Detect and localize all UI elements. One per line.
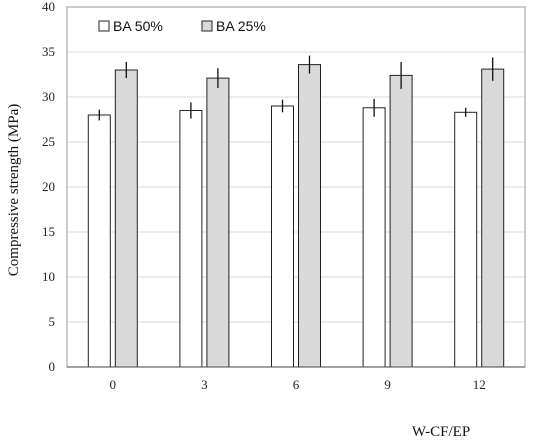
y-tick-label: 35 <box>42 44 55 59</box>
y-tick-label: 5 <box>49 314 56 329</box>
x-tick-label: 12 <box>473 377 486 392</box>
y-axis-label: Compressive strength (MPa) <box>6 104 22 276</box>
bar-ba25 <box>481 68 505 368</box>
y-tick-label: 15 <box>42 224 55 239</box>
bar-ba25 <box>114 69 138 368</box>
bar-ba50 <box>271 105 294 368</box>
legend-swatch <box>201 20 213 32</box>
bar-ba50 <box>179 110 203 368</box>
bar-ba25 <box>206 77 230 368</box>
y-tick-label: 30 <box>42 89 55 104</box>
legend-swatch <box>98 20 110 32</box>
x-tick-label: 9 <box>384 377 391 392</box>
legend-label: BA 25% <box>216 18 266 34</box>
y-tick-label: 40 <box>42 0 55 14</box>
x-tick-label: 6 <box>293 377 300 392</box>
legend-label: BA 50% <box>113 18 163 34</box>
y-tick-label: 20 <box>42 179 55 194</box>
bar-ba25 <box>298 64 321 368</box>
y-tick-label: 10 <box>42 269 55 284</box>
tick-labels: 0 5 10 15 20 25 30 35 40 0 3 6 9 12 <box>42 0 486 392</box>
bar-ba50 <box>87 114 111 368</box>
x-axis-label: W-CF/EP <box>412 424 470 440</box>
grid-lines <box>67 6 525 323</box>
y-tick-label: 0 <box>49 359 56 374</box>
bar-ba50 <box>454 111 478 368</box>
bar-ba50 <box>362 107 386 368</box>
error-bars <box>98 55 494 121</box>
bar-ba25 <box>389 74 413 368</box>
legend: BA 50% BA 25% <box>98 18 266 34</box>
axes <box>66 6 526 368</box>
y-tick-label: 25 <box>42 134 55 149</box>
x-tick-label: 3 <box>201 377 208 392</box>
x-tick-label: 0 <box>110 377 117 392</box>
